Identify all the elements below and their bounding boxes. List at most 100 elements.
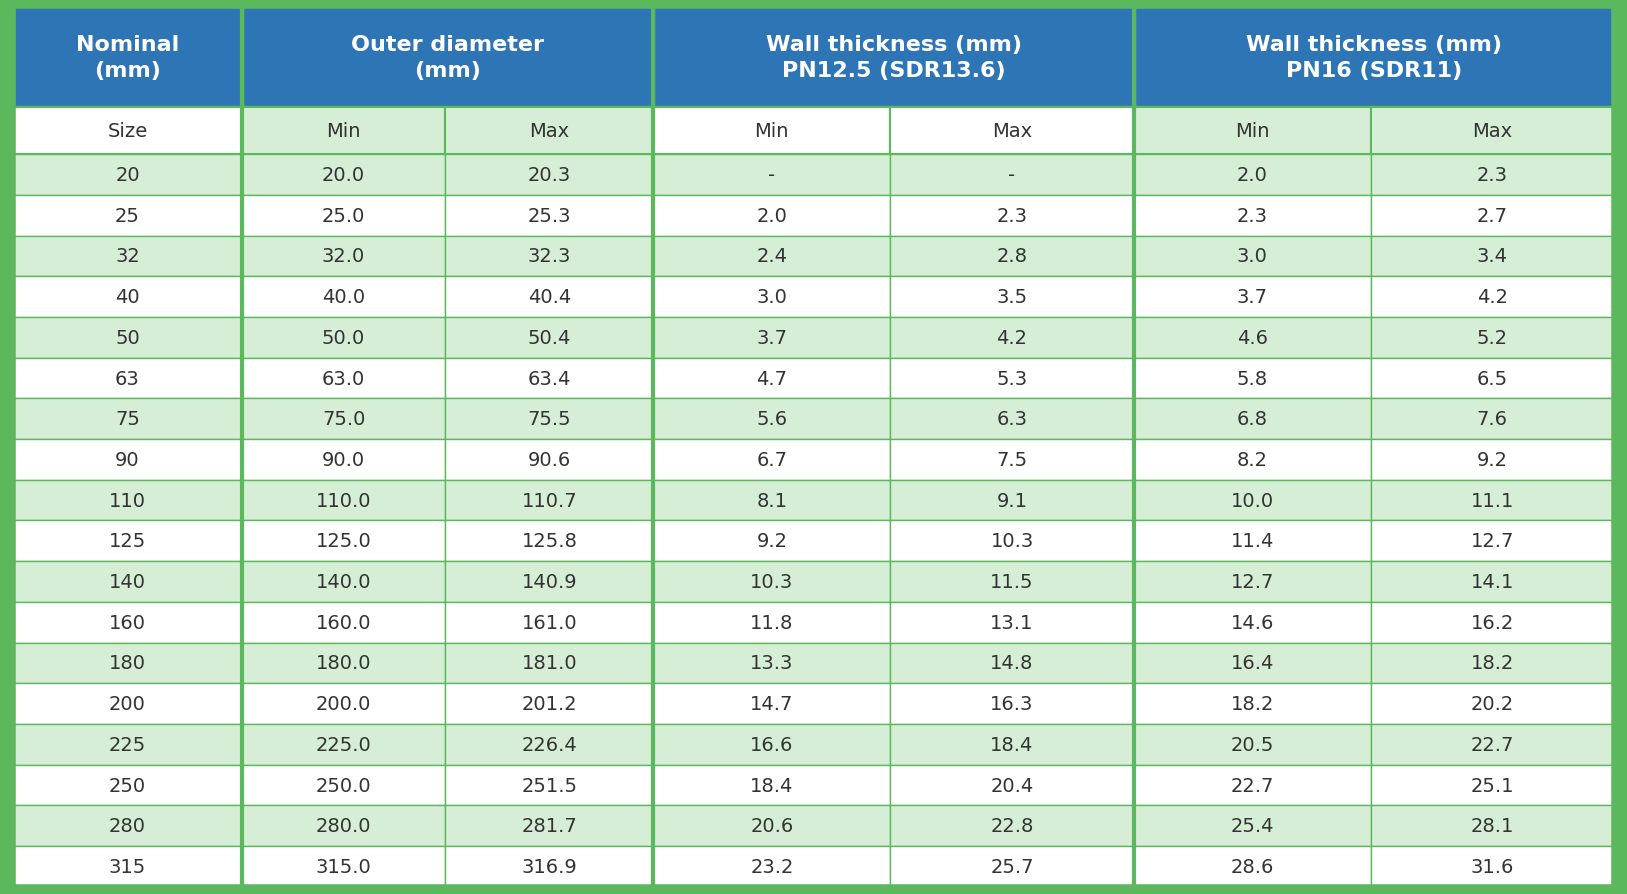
Bar — [446, 277, 654, 317]
Text: 161.0: 161.0 — [522, 613, 578, 632]
Text: 280.0: 280.0 — [316, 816, 371, 835]
Bar — [13, 317, 242, 358]
Text: 75.5: 75.5 — [527, 409, 571, 429]
Bar — [13, 765, 242, 805]
Bar — [13, 108, 242, 155]
Text: 25.0: 25.0 — [322, 207, 366, 225]
Bar — [242, 108, 446, 155]
Text: 18.4: 18.4 — [750, 776, 794, 795]
Text: 25: 25 — [116, 207, 140, 225]
Text: 14.8: 14.8 — [991, 654, 1033, 672]
Bar — [13, 643, 242, 684]
Bar — [13, 440, 242, 480]
Text: Min: Min — [755, 122, 789, 141]
Bar — [654, 684, 890, 724]
Bar — [242, 317, 446, 358]
Text: 50: 50 — [116, 328, 140, 348]
Text: 250: 250 — [109, 776, 146, 795]
Bar — [1134, 684, 1370, 724]
Bar — [890, 765, 1134, 805]
Text: 11.1: 11.1 — [1471, 491, 1515, 510]
Text: 18.2: 18.2 — [1230, 695, 1274, 713]
Bar — [242, 643, 446, 684]
Bar — [1134, 108, 1370, 155]
Bar — [446, 561, 654, 603]
Text: 110: 110 — [109, 491, 146, 510]
Bar — [13, 155, 242, 196]
Bar — [654, 521, 890, 561]
Bar — [1134, 724, 1370, 765]
Bar — [446, 358, 654, 399]
Text: 10.3: 10.3 — [750, 572, 794, 591]
Text: Size: Size — [107, 122, 148, 141]
Text: 16.6: 16.6 — [750, 735, 794, 754]
Bar — [890, 684, 1134, 724]
Text: 110.0: 110.0 — [316, 491, 371, 510]
Text: 14.6: 14.6 — [1230, 613, 1274, 632]
Text: 40.0: 40.0 — [322, 288, 364, 307]
Text: 63.0: 63.0 — [322, 369, 364, 388]
Text: 110.7: 110.7 — [522, 491, 578, 510]
Bar — [242, 684, 446, 724]
Bar — [890, 805, 1134, 847]
Text: 25.1: 25.1 — [1471, 776, 1515, 795]
Bar — [890, 724, 1134, 765]
Text: 12.7: 12.7 — [1471, 532, 1515, 551]
Bar — [654, 765, 890, 805]
Bar — [654, 805, 890, 847]
Bar — [446, 603, 654, 643]
Bar — [654, 358, 890, 399]
Text: 3.5: 3.5 — [996, 288, 1028, 307]
Text: 22.7: 22.7 — [1471, 735, 1515, 754]
Bar — [654, 847, 890, 887]
Text: 12.7: 12.7 — [1230, 572, 1274, 591]
Bar — [654, 440, 890, 480]
Bar — [446, 847, 654, 887]
Bar — [1134, 805, 1370, 847]
Text: 18.2: 18.2 — [1471, 654, 1515, 672]
Text: 75.0: 75.0 — [322, 409, 366, 429]
Bar — [242, 765, 446, 805]
Text: 4.7: 4.7 — [757, 369, 787, 388]
Text: 140.0: 140.0 — [316, 572, 371, 591]
Text: 201.2: 201.2 — [522, 695, 578, 713]
Text: 5.3: 5.3 — [996, 369, 1028, 388]
Bar — [890, 196, 1134, 236]
Text: 20.3: 20.3 — [527, 165, 571, 185]
Bar — [654, 643, 890, 684]
Text: 63.4: 63.4 — [527, 369, 571, 388]
Bar — [446, 399, 654, 440]
Text: 9.2: 9.2 — [757, 532, 787, 551]
Bar — [1370, 480, 1614, 521]
Text: Wall thickness (mm)
PN16 (SDR11): Wall thickness (mm) PN16 (SDR11) — [1246, 35, 1502, 81]
Text: 13.3: 13.3 — [750, 654, 794, 672]
Bar — [1134, 7, 1614, 108]
Text: 8.1: 8.1 — [757, 491, 787, 510]
Bar — [446, 155, 654, 196]
Text: 14.1: 14.1 — [1471, 572, 1515, 591]
Bar — [1134, 521, 1370, 561]
Bar — [242, 603, 446, 643]
Text: 28.6: 28.6 — [1230, 857, 1274, 876]
Bar — [1370, 684, 1614, 724]
Bar — [242, 805, 446, 847]
Text: 7.6: 7.6 — [1477, 409, 1508, 429]
Bar — [654, 236, 890, 277]
Text: 32.3: 32.3 — [527, 247, 571, 266]
Bar — [1370, 805, 1614, 847]
Text: 9.1: 9.1 — [996, 491, 1028, 510]
Text: 63: 63 — [116, 369, 140, 388]
Text: 20.5: 20.5 — [1230, 735, 1274, 754]
Bar — [1134, 277, 1370, 317]
Text: 32: 32 — [116, 247, 140, 266]
Bar — [1134, 561, 1370, 603]
Text: 16.2: 16.2 — [1471, 613, 1515, 632]
Bar — [242, 236, 446, 277]
Bar — [1134, 765, 1370, 805]
Bar — [446, 317, 654, 358]
Bar — [446, 108, 654, 155]
Bar — [890, 521, 1134, 561]
Bar — [242, 155, 446, 196]
Bar — [890, 317, 1134, 358]
Bar — [654, 155, 890, 196]
